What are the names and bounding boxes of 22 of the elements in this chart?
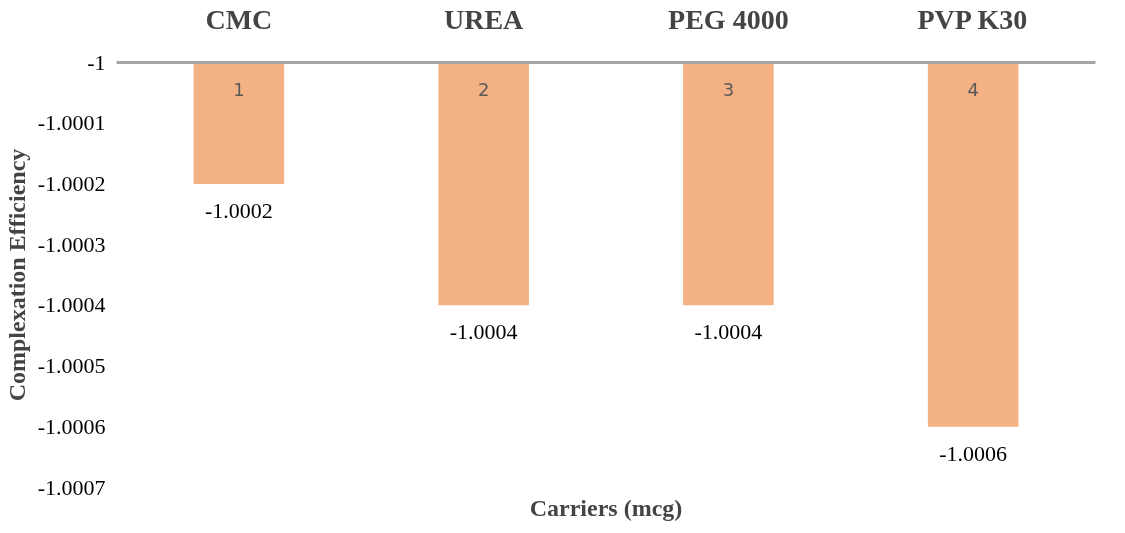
- y-axis-title: Complexation Efficiency: [3, 148, 30, 402]
- y-tick-label: -1.0002: [37, 170, 106, 196]
- annotation: 1: [233, 78, 245, 100]
- x-tick-label: UREA: [443, 3, 525, 35]
- annotation: 4: [967, 78, 979, 100]
- data-label: -1.0002: [204, 197, 273, 223]
- y-tick-label: -1.0005: [37, 353, 106, 379]
- annotation: 2: [477, 78, 490, 100]
- y-tick-label: -1.0006: [37, 413, 106, 439]
- y-tick-label: -1: [87, 49, 106, 75]
- y-tick-label: -1.0001: [37, 110, 106, 136]
- y-tick-label: -1.0004: [37, 292, 106, 318]
- x-tick-label: CMC: [205, 3, 273, 35]
- annotation: 3: [722, 78, 735, 100]
- y-tick-label: -1.0003: [37, 231, 106, 257]
- x-axis-title: Carriers (mcg): [529, 494, 683, 521]
- x-tick-label: PVP K30: [917, 3, 1028, 35]
- data-label: -1.0006: [939, 440, 1008, 466]
- data-label: -1.0004: [449, 319, 518, 345]
- x-tick-label: PEG 4000: [668, 3, 789, 35]
- data-label: -1.0004: [694, 319, 763, 345]
- y-tick-label: -1.0007: [37, 474, 106, 500]
